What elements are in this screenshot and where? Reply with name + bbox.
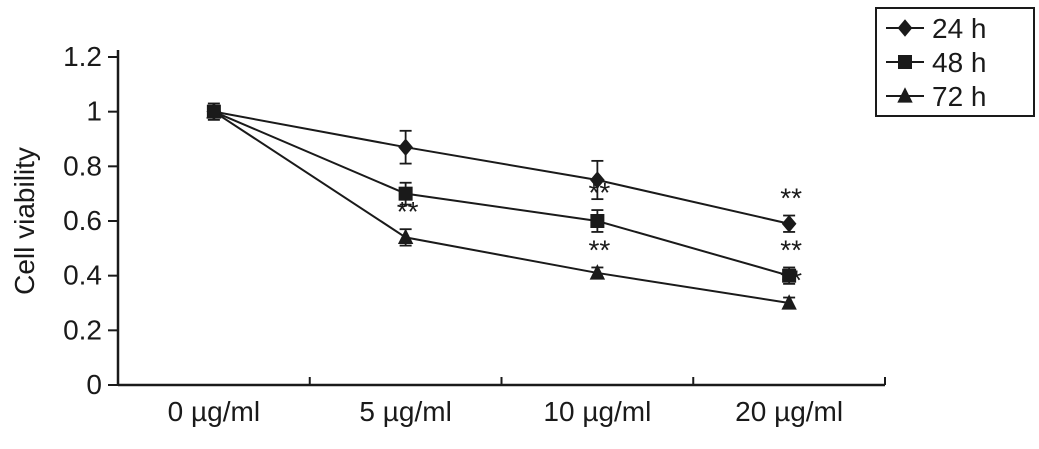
square-marker-icon: [590, 214, 605, 228]
y-axis-tick-label: 0.2: [63, 314, 102, 345]
significance-marker: **: [780, 183, 802, 214]
y-axis-tick-label: 0.8: [63, 150, 102, 181]
diamond-marker-icon: [590, 171, 605, 189]
legend-label: 48 h: [932, 47, 987, 78]
y-axis-tick-label: 0: [86, 369, 102, 400]
legend-label: 24 h: [932, 13, 987, 44]
legend-diamond-marker-icon: [897, 19, 913, 37]
series-line-24h: [213, 110, 790, 225]
y-axis-tick-label: 0.4: [63, 260, 102, 291]
significance-marker: **: [397, 196, 419, 227]
series-line-72h: [213, 110, 790, 304]
legend-triangle-marker-icon: [897, 87, 913, 103]
legend-label: 72 h: [932, 81, 987, 112]
series-line-48h: [213, 110, 790, 277]
triangle-marker-icon: [206, 102, 222, 119]
x-axis-tick-label: 20 µg/ml: [735, 396, 843, 427]
diamond-marker-icon: [398, 138, 413, 156]
significance-marker: **: [780, 234, 802, 265]
significance-marker: **: [588, 234, 610, 265]
square-marker-icon: [398, 186, 413, 201]
square-marker-icon: [782, 268, 797, 283]
triangle-marker-icon: [589, 264, 606, 280]
y-axis-tick-label: 0.6: [63, 205, 102, 236]
diamond-marker-icon: [781, 214, 797, 233]
significance-marker: **: [780, 265, 802, 296]
significance-marker: **: [588, 177, 610, 208]
triangle-marker-icon: [397, 228, 414, 245]
y-axis-tick-label: 1: [86, 96, 102, 127]
x-axis-tick-label: 0 µg/ml: [168, 396, 260, 427]
triangle-marker-icon: [781, 294, 797, 310]
x-axis-tick-label: 10 µg/ml: [543, 396, 651, 427]
y-axis-tick-label: 1.2: [63, 41, 102, 72]
legend-square-marker-icon: [898, 55, 912, 69]
x-axis-tick-label: 5 µg/ml: [359, 396, 451, 427]
y-axis-title: Cell viability: [9, 147, 40, 295]
